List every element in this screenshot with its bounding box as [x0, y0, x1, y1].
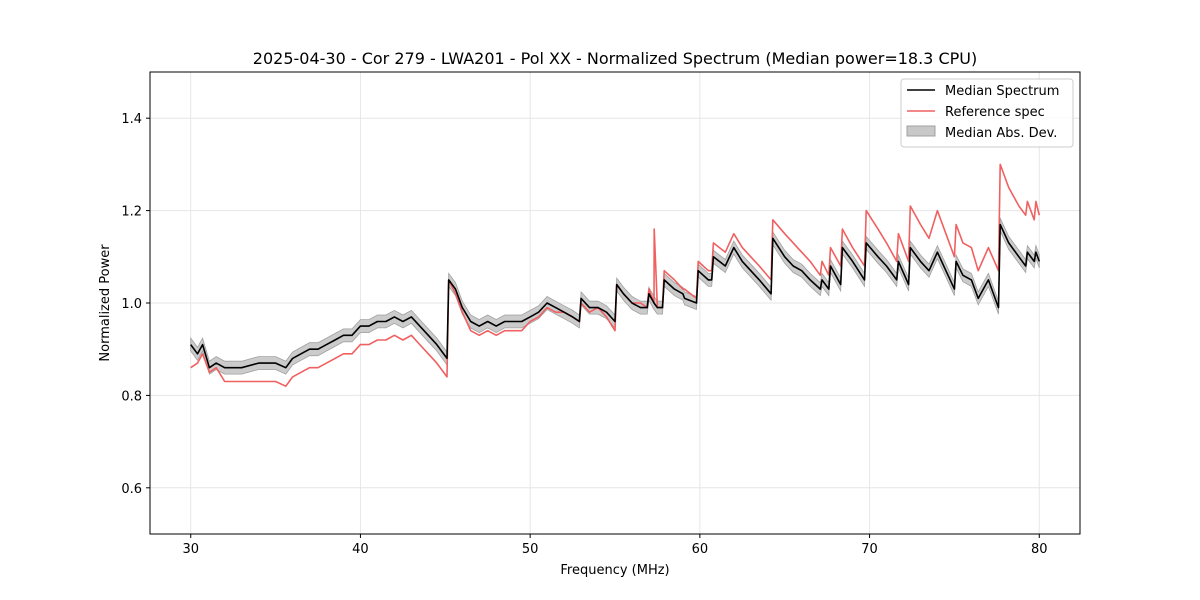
- x-tick-label: 60: [692, 542, 709, 557]
- x-tick-label: 40: [352, 542, 369, 557]
- x-tick-label: 50: [522, 542, 539, 557]
- legend-reference-label: Reference spec: [945, 105, 1045, 120]
- x-axis-label: Frequency (MHz): [560, 563, 669, 578]
- x-tick-label: 80: [1031, 542, 1048, 557]
- grid: [150, 72, 1080, 534]
- chart-title: 2025-04-30 - Cor 279 - LWA201 - Pol XX -…: [253, 49, 977, 68]
- mad-band-group: [190, 217, 1040, 375]
- y-tick-label: 0.6: [121, 482, 142, 497]
- legend-box: [900, 78, 1074, 148]
- y-tick-label: 1.2: [121, 205, 142, 220]
- mad-band: [190, 217, 1040, 375]
- y-axis-ticks: 0.6 0.8 1.0 1.2 1.4: [121, 112, 150, 497]
- y-tick-label: 1.0: [121, 297, 142, 312]
- legend-mad-label: Median Abs. Dev.: [945, 126, 1057, 141]
- y-tick-label: 0.8: [121, 389, 142, 404]
- x-tick-label: 30: [182, 542, 199, 557]
- x-axis-ticks: 30 40 50 60 70 80: [182, 534, 1048, 557]
- series-lines: [190, 163, 1041, 388]
- legend-mad-swatch: [906, 125, 936, 137]
- legend: Median Spectrum Reference spec Median Ab…: [900, 78, 1074, 148]
- y-tick-label: 1.4: [121, 112, 142, 127]
- y-axis-label: Normalized Power: [98, 244, 113, 362]
- median-spectrum-line: [190, 223, 1041, 369]
- legend-median-label: Median Spectrum: [945, 84, 1059, 99]
- x-tick-label: 70: [861, 542, 878, 557]
